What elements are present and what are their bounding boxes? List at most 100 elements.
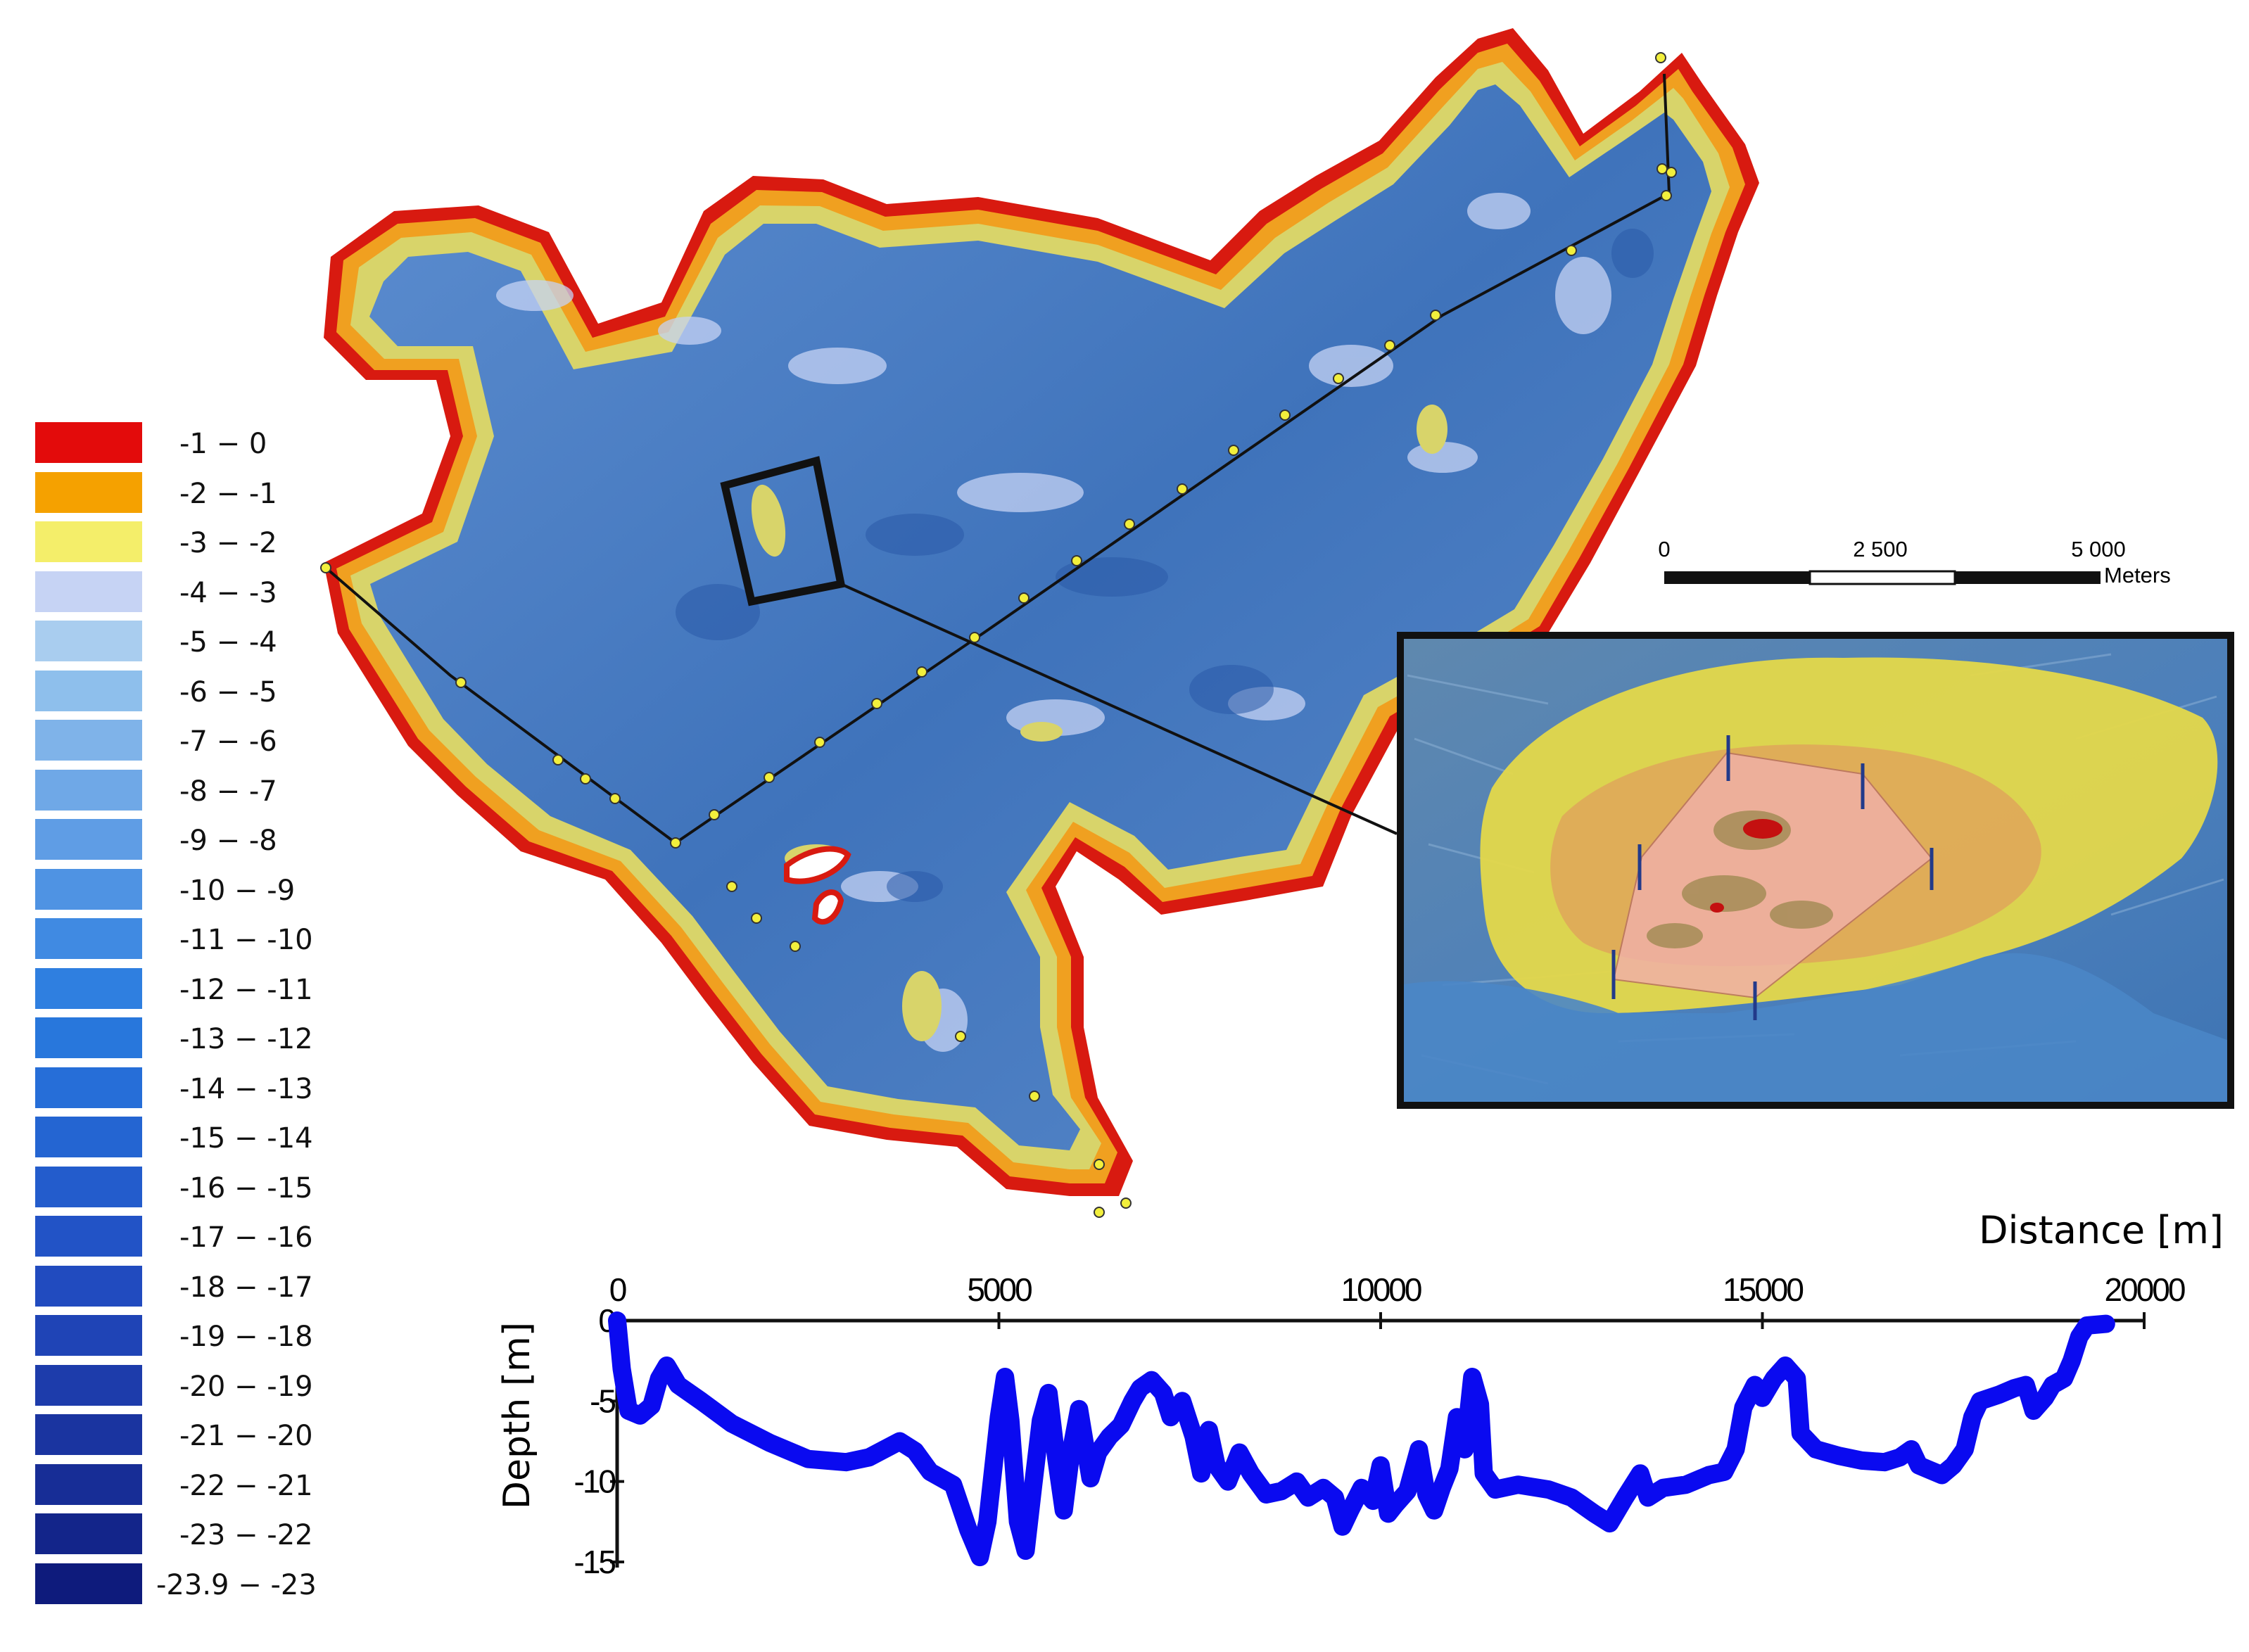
transect-marker	[1430, 310, 1441, 321]
zoom-connector-line	[840, 583, 1398, 835]
transect-marker	[455, 677, 467, 688]
legend-swatch	[35, 720, 142, 761]
legend-item: -12 − -11	[35, 967, 359, 1018]
transect-marker	[790, 941, 801, 952]
transect-marker	[969, 632, 980, 643]
depth-legend: -1 − 0 -2 − -1 -3 − -2 -4 − -3 -5 − -4 -6 − -…	[35, 422, 359, 1613]
transect-marker	[552, 754, 564, 765]
transect-marker	[1094, 1207, 1105, 1218]
scale-bar-segment	[1955, 571, 2101, 584]
x-axis-title: Distance [m]	[1979, 1208, 2224, 1252]
depth-profile-line	[608, 1311, 2115, 1567]
legend-item: -6 − -5	[35, 670, 359, 720]
legend-item: -16 − -15	[35, 1166, 359, 1216]
legend-label: -21 − -20	[179, 1420, 313, 1452]
legend-label: -23 − -22	[179, 1519, 313, 1551]
transect-marker	[1029, 1091, 1040, 1102]
legend-label: -7 − -6	[179, 725, 277, 758]
inset-shallowest-marks	[1710, 819, 1782, 913]
scale-tick-label: 5 000	[2071, 537, 2126, 561]
transect-marker	[1177, 483, 1188, 495]
legend-item: -2 − -1	[35, 471, 359, 522]
islands	[784, 846, 851, 925]
transect-marker	[609, 793, 621, 804]
legend-swatch	[35, 1414, 142, 1455]
legend-label: -11 − -10	[179, 924, 313, 956]
transect-marker	[726, 881, 737, 892]
legend-swatch	[35, 1067, 142, 1108]
transect-marker	[1566, 245, 1577, 256]
profile-series	[608, 1311, 2115, 1567]
legend-swatch	[35, 967, 142, 1009]
legend-label: -4 − -3	[179, 576, 277, 609]
legend-item: -11 − -10	[35, 918, 359, 968]
x-tick-label: 0	[609, 1271, 626, 1308]
legend-swatch	[35, 769, 142, 811]
island	[784, 846, 851, 884]
transect-marker	[751, 913, 762, 924]
legend-item: -14 − -13	[35, 1067, 359, 1117]
transect-marker	[320, 562, 331, 573]
legend-item: -23.9 − -23	[35, 1563, 359, 1613]
legend-item: -5 − -4	[35, 621, 359, 671]
x-tick-label: 5000	[967, 1271, 1032, 1308]
legend-item: -4 − -3	[35, 571, 359, 621]
bathymetry-map	[320, 28, 1759, 1218]
depth-profile-chart: Distance [m] Depth [m] 0 5000 10000 15000 20…	[496, 1208, 2224, 1580]
legend-label: -6 − -5	[179, 675, 277, 709]
legend-swatch	[35, 1563, 142, 1604]
inset-frame	[1397, 632, 2234, 1109]
y-tick-label: -5	[590, 1383, 615, 1419]
scale-tick-label: 0	[1658, 537, 1670, 561]
legend-item: -10 − -9	[35, 868, 359, 919]
transect-marker	[1018, 592, 1030, 604]
y-axis-title: Depth [m]	[496, 1322, 538, 1509]
legend-swatch	[35, 1265, 142, 1307]
y-tick-label: -10	[574, 1463, 616, 1500]
transect-marker	[709, 809, 720, 820]
legend-swatch	[35, 1513, 142, 1554]
scale-bar-segment	[1808, 570, 1956, 585]
yellow-shoals	[751, 405, 1447, 1041]
transect-marker	[1655, 52, 1666, 63]
legend-swatch	[35, 1364, 142, 1406]
legend-swatch	[35, 621, 142, 661]
legend-item: -15 − -14	[35, 1117, 359, 1167]
legend-label: -5 − -4	[179, 626, 277, 659]
x-tick-label: 20000	[2105, 1271, 2185, 1308]
scale-bar: 0 2 500 5 000 Meters	[1658, 537, 2170, 587]
legend-label: -23.9 − -23	[156, 1568, 317, 1601]
legend-label: -16 − -15	[179, 1171, 313, 1205]
scale-unit-label: Meters	[2104, 563, 2171, 587]
legend-swatch	[35, 521, 142, 562]
legend-label: -12 − -11	[179, 973, 313, 1006]
legend-label: -17 − -16	[179, 1221, 313, 1254]
transect-marker	[580, 773, 591, 784]
legend-swatch	[35, 422, 142, 463]
scale-tick-label: 2 500	[1853, 537, 1908, 561]
transect-marker	[1666, 167, 1677, 178]
island	[811, 889, 844, 925]
transect-marker	[1228, 445, 1239, 456]
transect-marker	[916, 666, 927, 678]
legend-swatch	[35, 868, 142, 910]
legend-label: -14 − -13	[179, 1072, 313, 1105]
transect-marker	[1094, 1159, 1105, 1170]
legend-item: -23 − -22	[35, 1513, 359, 1563]
transect-marker	[764, 772, 775, 783]
transect-marker	[871, 698, 882, 709]
transect-markers	[320, 52, 1677, 1218]
legend-label: -13 − -12	[179, 1023, 313, 1055]
transect-marker	[670, 837, 681, 849]
legend-swatch	[35, 819, 142, 860]
legend-item: -17 − -16	[35, 1216, 359, 1266]
legend-label: -22 − -21	[179, 1469, 313, 1502]
legend-label: -20 − -19	[179, 1370, 313, 1403]
legend-item: -22 − -21	[35, 1463, 359, 1514]
legend-item: -9 − -8	[35, 819, 359, 869]
deep-patches	[676, 229, 1654, 902]
transect-marker	[1124, 519, 1135, 530]
transect-marker	[1384, 340, 1395, 351]
